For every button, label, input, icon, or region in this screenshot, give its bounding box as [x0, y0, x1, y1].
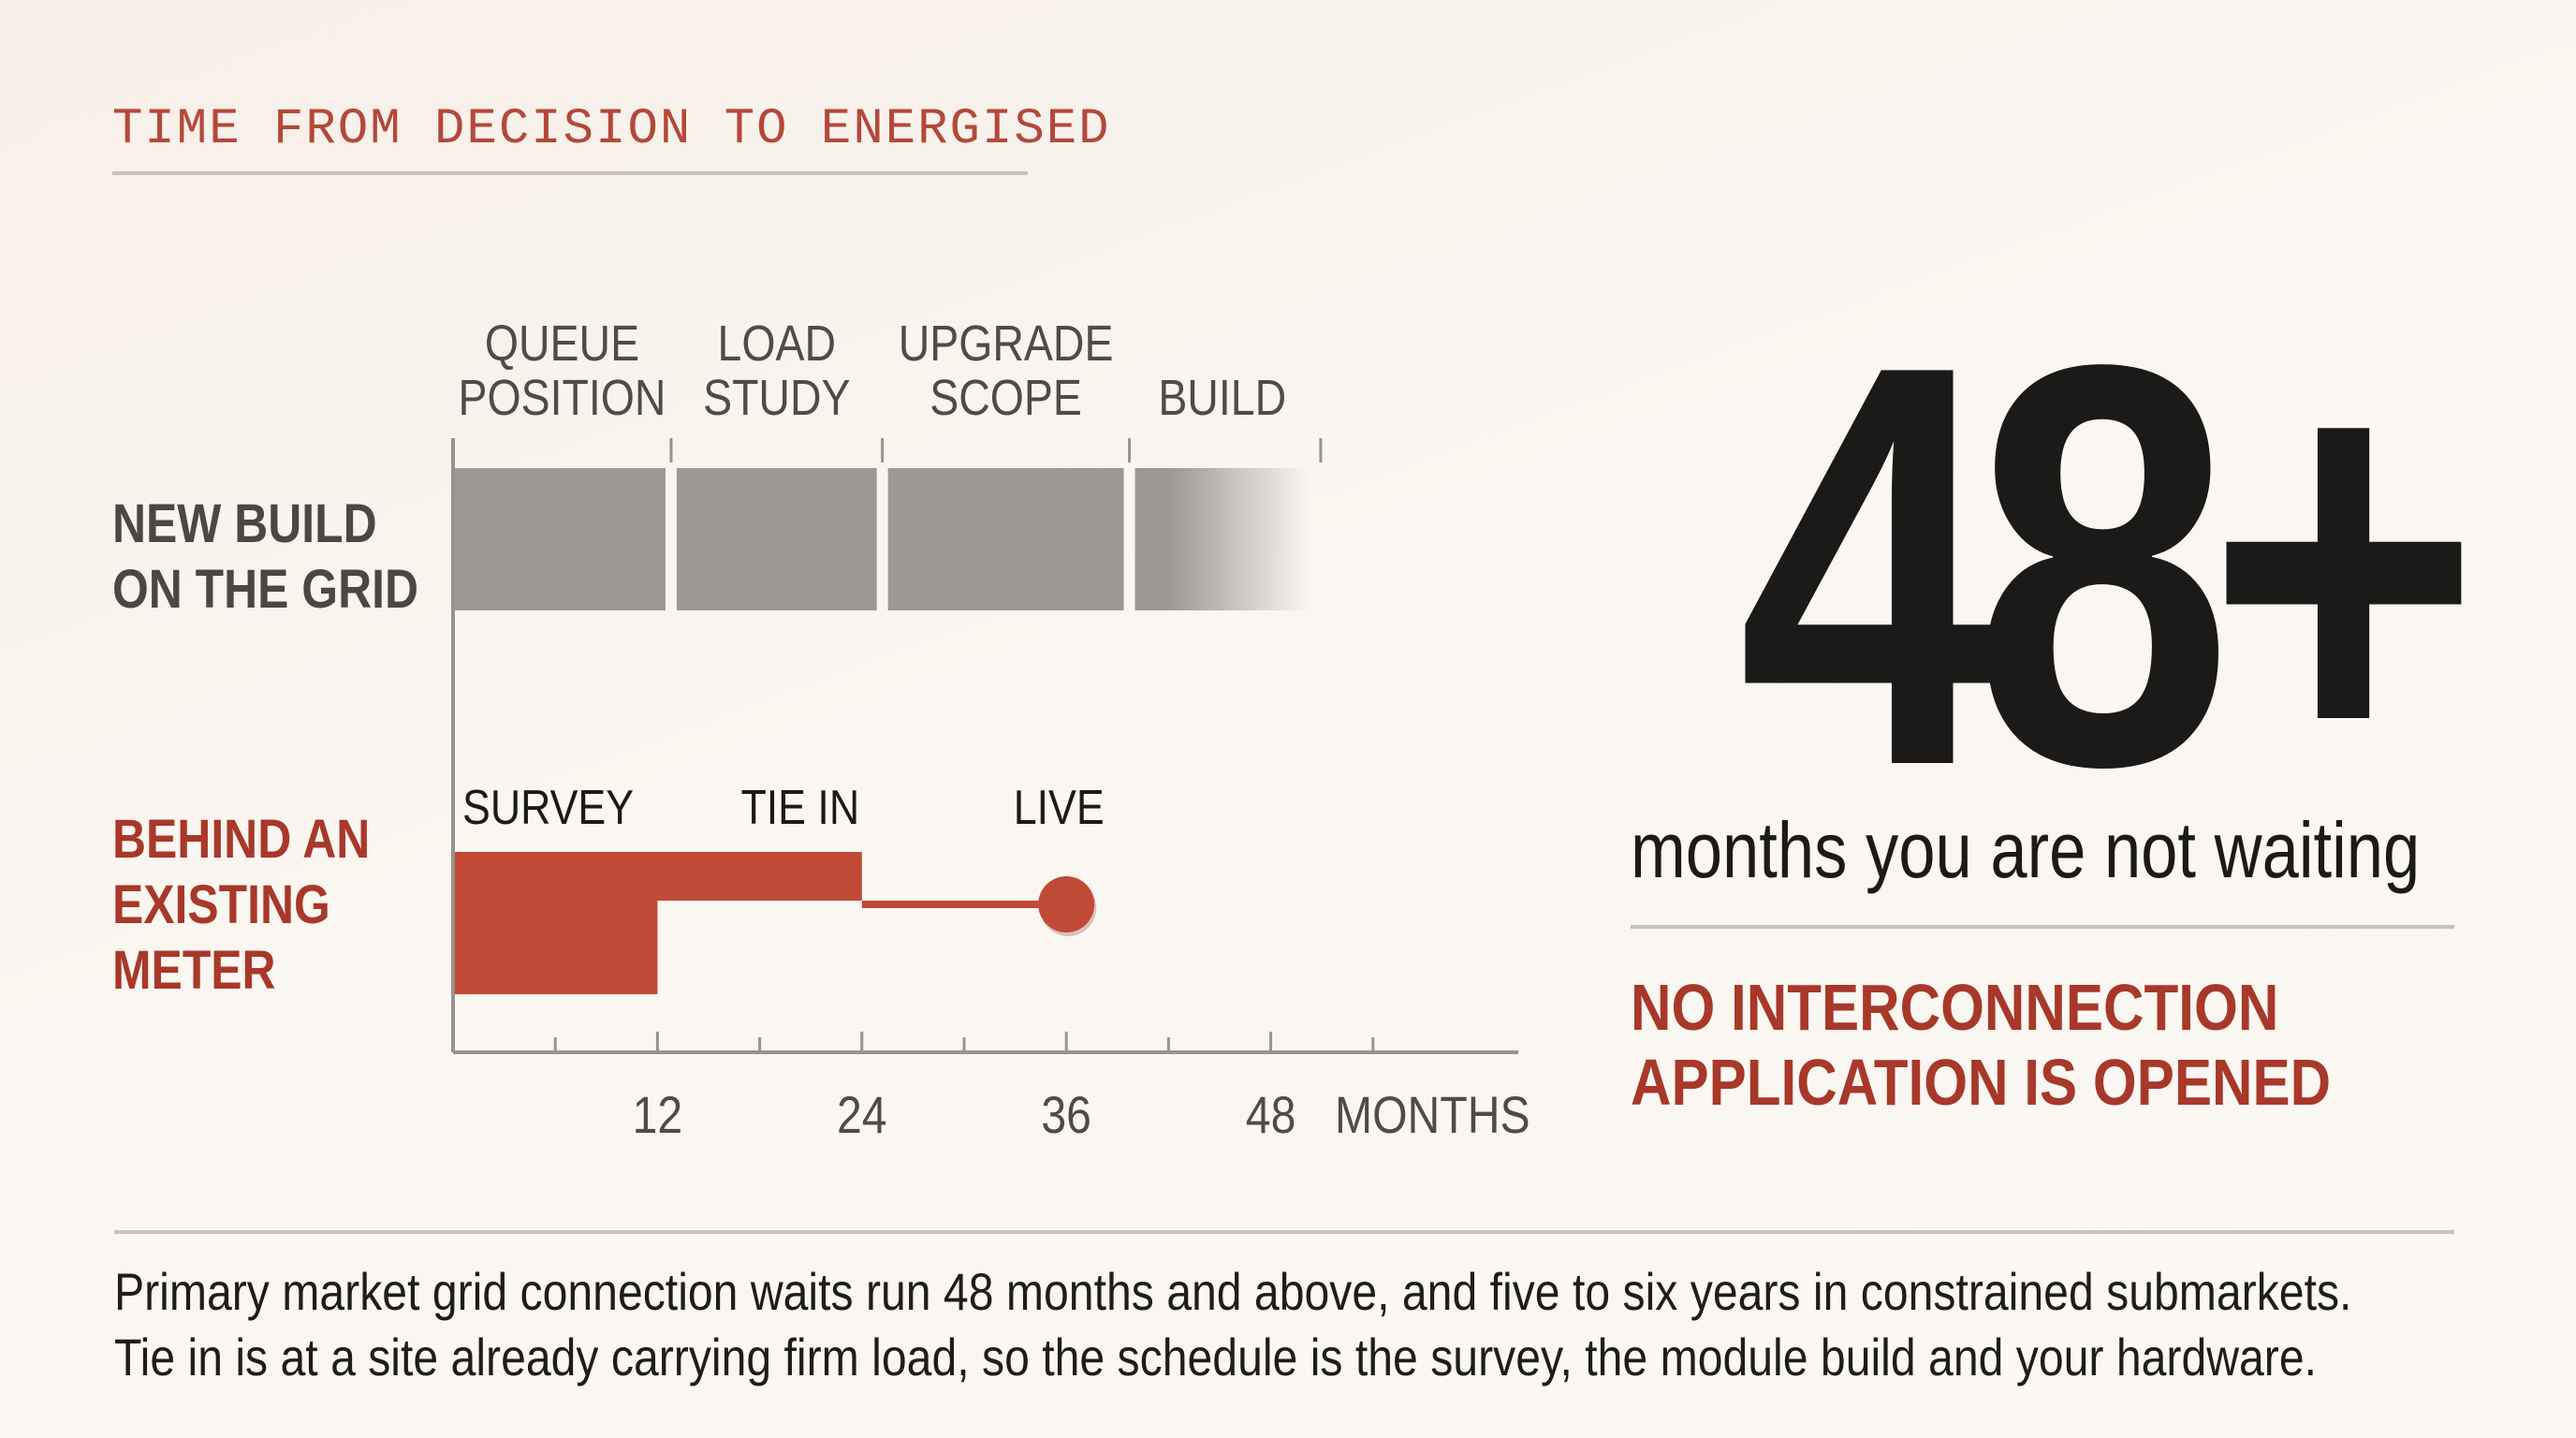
- tie-in-bar: [455, 852, 862, 901]
- callout-text: NO INTERCONNECTION APPLICATION IS OPENED: [1631, 970, 2331, 1120]
- phase-label: TIE IN: [740, 781, 859, 835]
- row-label-line: BEHIND AN: [112, 809, 371, 870]
- row-label-line: ON THE GRID: [112, 559, 419, 620]
- row-label-new-build: NEW BUILD ON THE GRID: [112, 492, 418, 623]
- x-tick-label: 36: [1041, 1087, 1091, 1145]
- row-label-line: EXISTING: [112, 874, 330, 935]
- chart-kicker-title: TIME FROM DECISION TO ENERGISED: [112, 101, 1111, 158]
- phase-label: BUILD: [1158, 369, 1286, 426]
- row-label-behind-meter: BEHIND AN EXISTING METER: [112, 807, 370, 1004]
- phase-label: SCOPE: [929, 369, 1082, 426]
- phase-label: POSITION: [459, 369, 666, 426]
- milestone-label: LIVE: [1014, 781, 1105, 835]
- big-number: 48+: [1738, 247, 2481, 885]
- x-tick-label: 12: [633, 1087, 683, 1145]
- grid-phase-bar: [887, 468, 1124, 610]
- phase-label: UPGRADE: [899, 315, 1114, 372]
- grid-phase-bar: [676, 468, 877, 610]
- phase-label: SURVEY: [462, 781, 634, 835]
- grid-phase-bar: [455, 468, 666, 610]
- footer-line: Tie in is at a site already carrying fir…: [114, 1328, 2318, 1387]
- footer-note: Primary market grid connection waits run…: [114, 1259, 2351, 1390]
- footer-line: Primary market grid connection waits run…: [114, 1262, 2352, 1321]
- x-tick-label: 48: [1246, 1087, 1296, 1145]
- milestone-live-dot: [1038, 876, 1095, 932]
- x-axis-unit-label: MONTHS: [1335, 1087, 1530, 1145]
- big-number-caption: months you are not waiting: [1631, 806, 2421, 894]
- row-label-line: NEW BUILD: [112, 493, 377, 554]
- phase-label: QUEUE: [485, 315, 639, 372]
- callout-divider: [1631, 925, 2454, 929]
- grid-phase-bar: [1134, 468, 1310, 610]
- phase-label: LOAD: [718, 315, 836, 372]
- phase-label: STUDY: [703, 369, 850, 426]
- footer-divider: [114, 1230, 2454, 1234]
- x-tick-label: 24: [837, 1087, 887, 1145]
- row-label-line: METER: [112, 940, 276, 1001]
- callout-line: NO INTERCONNECTION: [1631, 971, 2279, 1044]
- callout-line: APPLICATION IS OPENED: [1631, 1046, 2332, 1119]
- kicker-underline: [112, 171, 1028, 175]
